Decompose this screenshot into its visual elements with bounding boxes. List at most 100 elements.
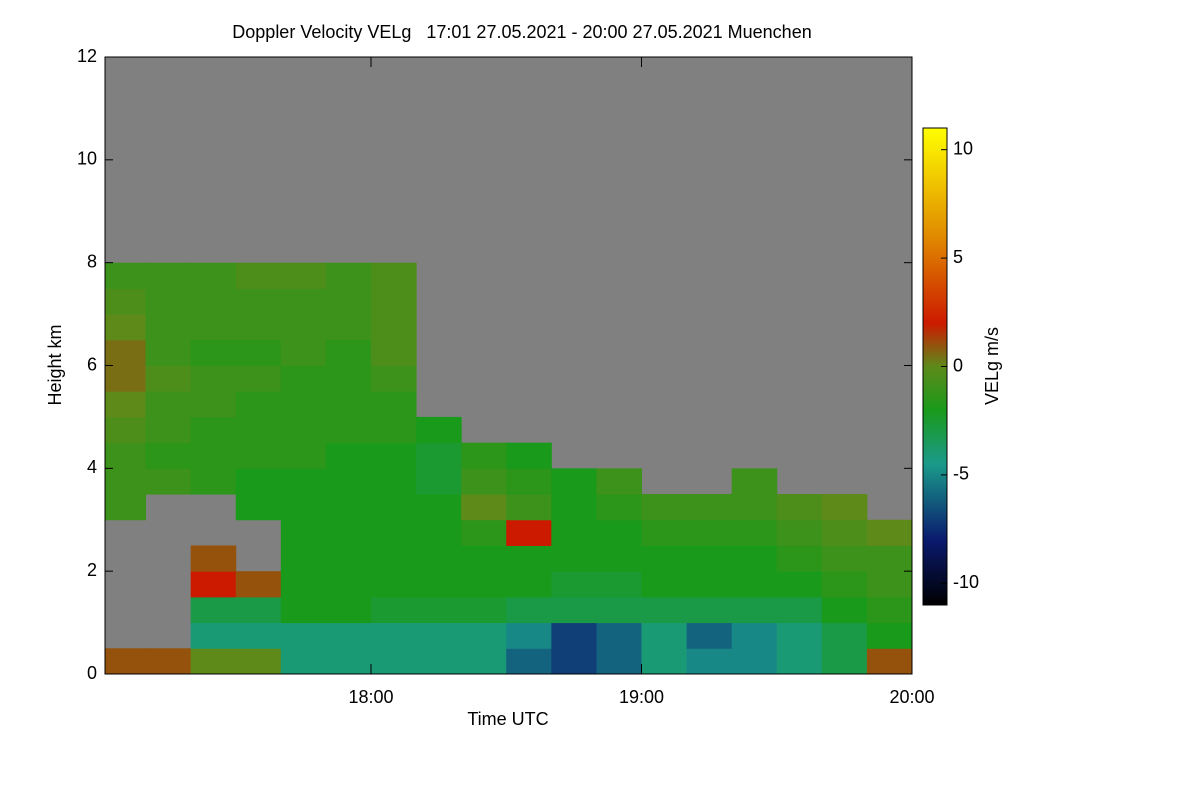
cell <box>280 442 327 469</box>
cell <box>416 648 462 674</box>
cell <box>416 468 462 495</box>
cell <box>461 571 507 598</box>
x-tick-label: 19:00 <box>619 687 664 707</box>
cell <box>416 545 462 572</box>
cell <box>370 442 417 469</box>
cell <box>105 262 147 289</box>
cell <box>325 519 372 546</box>
cell <box>461 622 507 649</box>
cell <box>235 416 282 444</box>
cell <box>731 648 778 674</box>
cell <box>190 622 237 649</box>
cell <box>370 545 417 572</box>
cell <box>416 442 462 469</box>
cell <box>280 339 327 366</box>
y-tick-label: 8 <box>87 251 97 271</box>
cell <box>190 339 237 366</box>
cell <box>325 545 372 572</box>
cell <box>325 622 372 649</box>
cell <box>190 442 237 469</box>
cell <box>551 596 597 624</box>
cell <box>280 262 327 289</box>
colorbar-tick-label: 5 <box>953 247 963 267</box>
cell <box>776 596 823 624</box>
cell <box>596 648 642 674</box>
x-tick-label: 18:00 <box>348 687 393 707</box>
cell <box>325 365 372 392</box>
cell <box>280 596 327 624</box>
cell <box>370 288 417 315</box>
cell <box>190 648 237 674</box>
cell <box>551 622 597 649</box>
cell <box>461 519 507 546</box>
cell <box>866 648 912 674</box>
cell <box>145 468 192 495</box>
cell <box>145 262 192 289</box>
cell <box>105 314 147 341</box>
cell <box>461 596 507 624</box>
cell <box>551 571 597 598</box>
cell <box>506 442 552 469</box>
cell <box>416 571 462 598</box>
cell <box>235 365 282 392</box>
cell <box>105 365 147 392</box>
cell <box>416 622 462 649</box>
cell <box>145 365 192 392</box>
cell <box>235 648 282 674</box>
cell <box>145 648 192 674</box>
cell <box>731 519 778 546</box>
y-tick-label: 10 <box>77 149 97 169</box>
cell <box>235 622 282 649</box>
cell <box>776 571 823 598</box>
cell <box>686 622 733 649</box>
cell <box>596 622 642 649</box>
x-axis-label: Time UTC <box>467 709 548 729</box>
cell <box>641 494 688 521</box>
cell <box>731 468 778 495</box>
cell <box>506 571 552 598</box>
cell <box>325 648 372 674</box>
cell <box>641 648 688 674</box>
cell <box>641 545 688 572</box>
cell <box>190 596 237 624</box>
cell <box>551 468 597 495</box>
cell <box>551 648 597 674</box>
cell <box>596 494 642 521</box>
cell <box>145 442 192 469</box>
cell <box>105 391 147 418</box>
cell <box>235 596 282 624</box>
cell <box>235 288 282 315</box>
cell <box>325 262 372 289</box>
cell <box>776 622 823 649</box>
cell <box>235 339 282 366</box>
cell <box>686 545 733 572</box>
cell <box>370 339 417 366</box>
cell <box>235 391 282 418</box>
cell <box>145 416 192 444</box>
cell <box>731 622 778 649</box>
cell <box>821 571 868 598</box>
cell <box>776 519 823 546</box>
cell <box>105 648 147 674</box>
cell <box>506 494 552 521</box>
y-tick-label: 0 <box>87 663 97 683</box>
cell <box>866 596 912 624</box>
cell <box>145 391 192 418</box>
cell <box>280 622 327 649</box>
cell <box>821 545 868 572</box>
cell <box>105 468 147 495</box>
cell <box>105 339 147 366</box>
cell <box>280 288 327 315</box>
cell <box>190 262 237 289</box>
cell <box>821 648 868 674</box>
cell <box>866 519 912 546</box>
cell <box>866 622 912 649</box>
cell <box>370 494 417 521</box>
cell <box>596 519 642 546</box>
cell <box>190 288 237 315</box>
cell <box>145 339 192 366</box>
cell <box>416 494 462 521</box>
cell <box>551 545 597 572</box>
cell <box>731 596 778 624</box>
cell <box>370 262 417 289</box>
